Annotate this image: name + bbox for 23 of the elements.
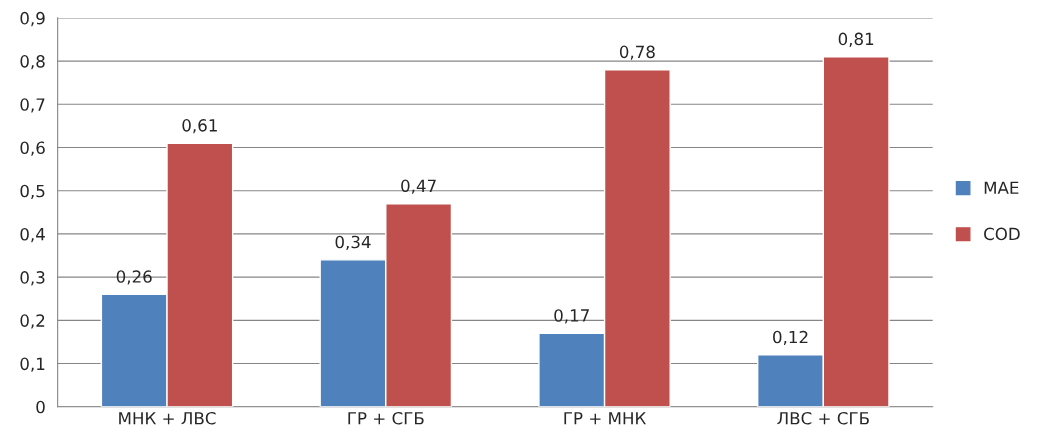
y-tick-label: 0,7 (20, 98, 45, 113)
y-tick-label: 0,3 (20, 271, 45, 286)
y-tick-label: 0,2 (20, 314, 45, 329)
y-tick-label: 0,6 (20, 141, 45, 156)
y-tick-label: 0,4 (20, 227, 45, 243)
data-label: 0,78 (619, 45, 655, 60)
legend-label: MAE (984, 181, 1019, 194)
data-label: 0,81 (838, 32, 874, 47)
data-label: 0,61 (182, 119, 217, 134)
x-tick-label: ГР + СГБ (348, 411, 424, 425)
data-label: 0,34 (335, 235, 371, 250)
y-tick-label: 0 (36, 400, 45, 414)
data-label: 0,47 (401, 179, 436, 194)
x-tick-label: МНК + ЛВС (119, 411, 216, 425)
y-tick-label: 0,9 (20, 11, 45, 27)
legend-label: COD (984, 227, 1020, 241)
y-tick-label: 0,1 (20, 357, 45, 372)
data-label: 0,26 (116, 270, 152, 285)
data-label: 0,12 (773, 330, 808, 346)
x-tick-label: ЛВС + СГБ (777, 411, 869, 425)
x-tick-label: ГР + МНК (564, 412, 646, 425)
y-tick-label: 0,8 (20, 55, 45, 70)
y-tick-label: 0,5 (20, 184, 45, 199)
